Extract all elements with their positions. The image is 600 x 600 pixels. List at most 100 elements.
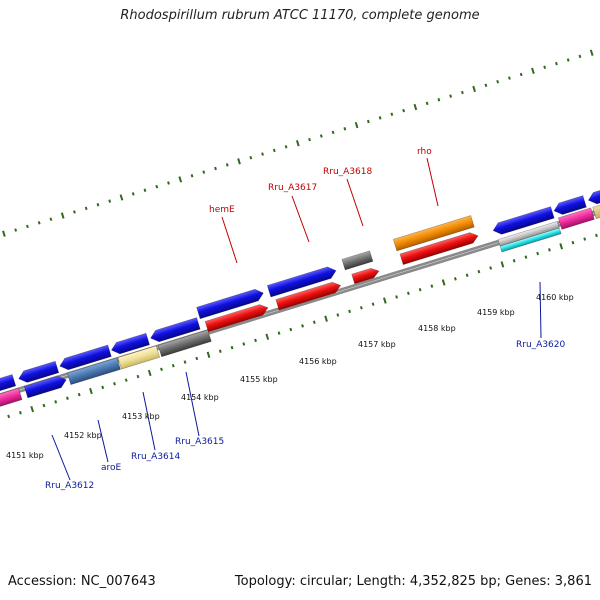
upper-row-tick [472,85,476,93]
lower-row-tick [595,233,598,238]
lower-row-tick [406,291,410,296]
upper-row-tick [237,158,241,165]
lower-row-tick [183,360,187,364]
lower-row-tick [54,400,58,404]
lower-row-tick [324,315,328,322]
upper-row-tick [155,184,159,189]
lower-row-tick [583,237,587,241]
leader-rru-a3614 [142,391,156,451]
tick-label-4160: 4160 kbp [536,293,574,302]
gene-label-aroE: aroE [101,463,122,473]
upper-row-tick [331,130,335,135]
gene-rru-a3615-gray [157,329,212,358]
lower-row-tick [113,382,116,386]
upper-row-tick [131,192,135,196]
gene-rru-a3618-gray [341,250,374,271]
upper-row-tick [26,224,29,229]
lower-row-tick [336,313,340,317]
lower-row-tick [571,240,575,245]
upper-row-tick [308,137,311,142]
lower-row-tick [430,284,434,288]
lower-row-tick [312,320,316,324]
gene-label-rru-a3614: Rru_A3614 [131,452,180,462]
lower-row-tick [489,266,493,270]
leader-rru-a3615 [185,371,200,437]
genome-summary-text: Topology: circular; Length: 4,352,825 bp… [234,574,592,589]
gene-label-rru-a3612: Rru_A3612 [45,481,94,491]
gene-left-pink [0,387,23,409]
upper-row-tick [519,72,523,77]
gene-rru-a3617-forward [266,266,337,298]
gene-rru-a3617-red [275,281,342,311]
upper-row-tick [225,163,229,167]
upper-row-tick [73,210,76,214]
tick-label-4152: 4152 kbp [64,431,102,440]
lower-row-tick [89,387,93,395]
upper-row-tick [589,49,594,56]
gene-rru-a3618-red [351,267,380,285]
leader-aroE [97,419,109,463]
upper-row-tick [14,228,18,232]
lower-row-tick [101,385,105,390]
upper-row-tick [2,230,6,237]
lower-row-tick [171,363,175,368]
upper-row-tick [167,181,170,185]
figure-title: Rhodospirillum rubrum ATCC 11170, comple… [120,8,480,23]
leader-rru-a3612 [51,434,71,481]
lower-row-tick [453,277,457,281]
upper-row-tick [249,155,253,160]
lower-row-tick [500,261,505,268]
leader-rru-a3620 [539,281,542,339]
upper-row-tick [566,58,570,62]
lower-row-tick [7,414,11,419]
upper-row-tick [37,221,41,225]
gene-rho-red [399,232,479,265]
lower-row-tick [465,273,469,277]
leader-hemE [221,216,238,264]
upper-row-tick [84,206,88,211]
lower-row-tick [218,349,222,353]
tick-label-4157: 4157 kbp [358,340,396,349]
lower-row-tick [147,369,152,377]
lower-row-tick [230,345,234,350]
upper-row-tick [202,170,206,174]
lower-row-tick [124,378,128,382]
gene-label-rru-a3615: Rru_A3615 [175,437,224,447]
gene-right-sand [592,202,600,220]
gene-hemE-forward [196,288,264,320]
lower-row-tick [559,243,564,250]
lower-row-tick [548,248,551,252]
tick-label-4156: 4156 kbp [299,357,337,366]
upper-row-tick [508,76,511,80]
upper-row-tick [484,83,488,88]
upper-row-tick [413,103,418,111]
upper-row-tick [272,148,276,153]
upper-row-tick [555,61,558,66]
gene-rho-orange [392,215,475,252]
lower-row-tick [371,302,375,306]
tick-label-4155: 4155 kbp [240,375,278,384]
gene-arrows [0,188,600,409]
lower-row-tick [19,411,22,415]
lower-row-tick [277,331,281,335]
lower-row-tick [536,251,540,256]
label-leader-lines [51,157,542,481]
upper-row-tick [49,217,53,221]
upper-row-tick [378,116,382,120]
upper-row-tick [343,127,347,131]
gene-aroE-steel [66,357,121,386]
gene-left-forward-4 [111,332,150,355]
upper-row-tick [214,166,217,171]
gene-left-forward-5 [150,317,201,343]
upper-row-tick [366,119,370,124]
lower-row-tick [136,374,140,379]
upper-row-tick [261,152,264,156]
upper-row-tick [143,188,147,192]
upper-row-tick [119,194,124,201]
lower-row-tick [206,351,211,358]
gene-right-pink [557,207,595,230]
lower-row-tick [383,297,387,304]
lower-row-tick [254,338,257,343]
gene-label-rru-a3620: Rru_A3620 [516,340,565,350]
